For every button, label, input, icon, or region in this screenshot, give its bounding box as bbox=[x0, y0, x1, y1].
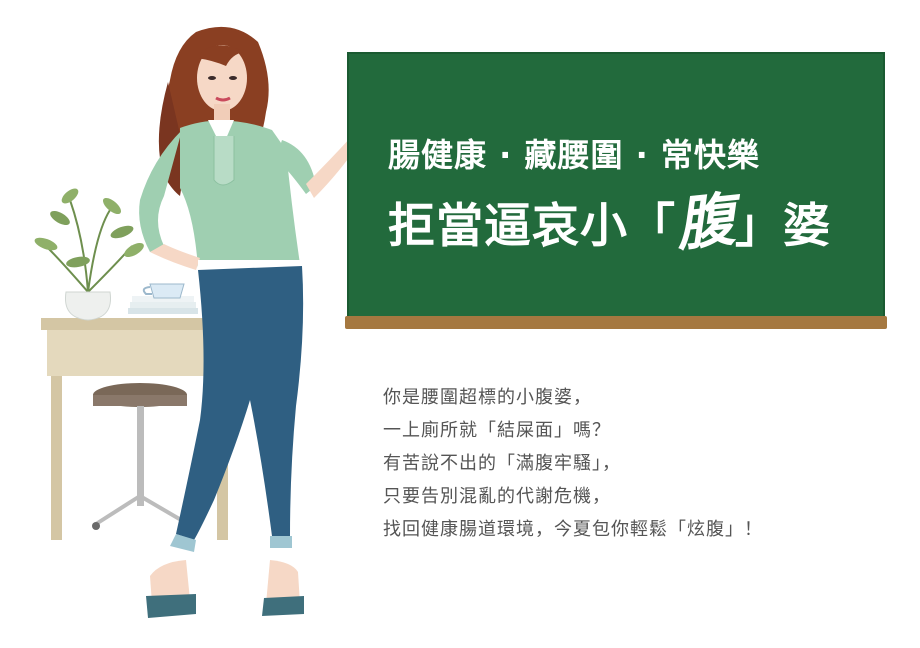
chalkboard-ledge bbox=[345, 316, 887, 329]
headline-line-1: 腸健康 · 藏腰圍 · 常快樂 bbox=[388, 136, 760, 174]
headline-line-2-prefix: 拒當逼哀小「 bbox=[388, 199, 676, 254]
body-copy: 你是腰圍超標的小腹婆， 一上廁所就「結屎面」嗎？ 有苦說不出的「滿腹牢騷」， 只… bbox=[383, 381, 863, 546]
body-copy-line: 你是腰圍超標的小腹婆， bbox=[383, 387, 592, 408]
stool-illustration bbox=[92, 383, 192, 530]
headline-line-2-suffix: 」婆 bbox=[735, 199, 832, 254]
teacher-illustration bbox=[139, 26, 386, 618]
body-copy-line: 只要告別混亂的代謝危機， bbox=[383, 486, 611, 507]
potted-plant-illustration bbox=[34, 188, 144, 321]
books-and-cup-illustration bbox=[128, 283, 198, 314]
body-copy-line: 一上廁所就「結屎面」嗎？ bbox=[383, 420, 611, 441]
headline-emphasis-word: 腹 bbox=[672, 185, 739, 259]
headline-line-2: 拒當逼哀小「腹」婆 bbox=[388, 185, 868, 259]
body-copy-line: 有苦說不出的「滿腹牢騷」， bbox=[383, 453, 621, 474]
body-copy-line: 找回健康腸道環境，今夏包你輕鬆「炫腹」！ bbox=[383, 519, 763, 540]
chalkboard bbox=[347, 52, 885, 318]
